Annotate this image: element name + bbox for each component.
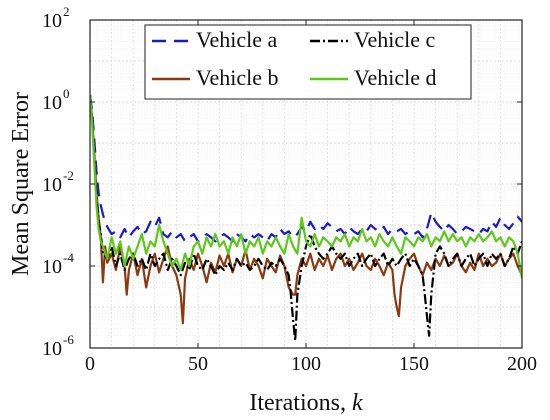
x-axis-title-text: Iterations, <box>249 390 352 416</box>
y-tick-label: 10 <box>42 174 62 196</box>
x-tick-label: 100 <box>291 353 321 375</box>
x-axis-title-var: k <box>352 390 363 416</box>
y-tick-label: 10 <box>42 338 62 360</box>
y-axis-title: Mean Square Error <box>8 92 34 276</box>
x-tick-label: 0 <box>85 353 95 375</box>
legend-label-vehicle-d: Vehicle d <box>354 65 436 90</box>
legend-label-vehicle-c: Vehicle c <box>354 27 435 52</box>
series-line-vehicle-d <box>90 94 522 279</box>
legend-label-vehicle-b: Vehicle b <box>196 65 278 90</box>
legend-label-vehicle-a: Vehicle a <box>196 27 277 52</box>
legend: Vehicle a Vehicle b Vehicle c Vehicle d <box>144 24 472 100</box>
series-line-vehicle-a <box>90 94 522 243</box>
legend-box <box>144 24 472 100</box>
y-tick-exponent: 2 <box>63 4 70 19</box>
y-tick-exponent: -6 <box>63 332 74 347</box>
y-tick-label: 10 <box>42 92 62 114</box>
y-tick-exponent: 0 <box>63 86 70 101</box>
y-tick-exponent: -2 <box>63 168 74 183</box>
x-tick-label: 200 <box>507 353 537 375</box>
y-tick-exponent: -4 <box>63 250 74 265</box>
x-tick-label: 50 <box>188 353 208 375</box>
series-group <box>90 94 522 342</box>
series-line-vehicle-b <box>90 94 522 325</box>
x-tick-label: 150 <box>399 353 429 375</box>
x-axis-title: Iterations, k <box>249 390 363 416</box>
series-line-vehicle-c <box>90 94 522 342</box>
y-tick-label: 10 <box>42 10 62 32</box>
y-tick-label: 10 <box>42 256 62 278</box>
